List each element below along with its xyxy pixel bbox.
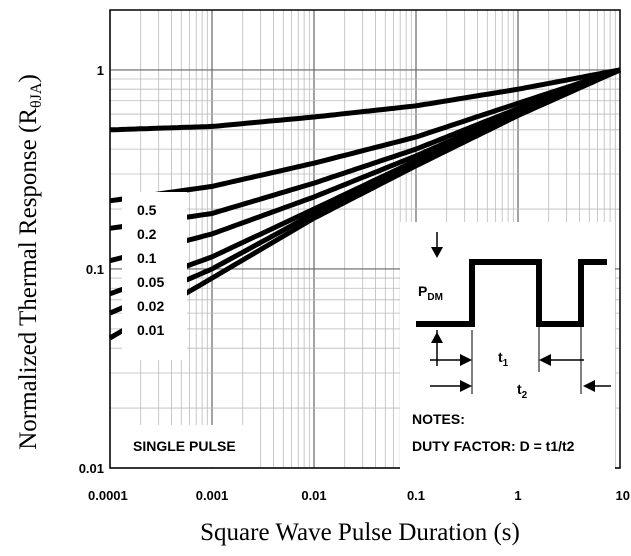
x-tick-label: 0.01 [301,488,326,503]
y-tick-label: 1 [97,63,104,78]
pdm-arrow-icon [431,247,443,258]
y-axis-title: Normalized Thermal Response (RθJA) [15,74,45,450]
t2-label: t2 [517,381,528,401]
x-axis-title: Square Wave Pulse Duration (s) [200,519,520,546]
legend-label: 0.1 [137,250,157,266]
duty-legend: 0.5 0.2 0.1 0.05 0.02 0.01 [137,202,164,338]
legend-box [122,192,187,360]
curve-series [108,67,622,341]
legend-label: 0.02 [137,298,164,314]
x-tick-label: 0.1 [407,488,425,503]
duty-factor-inset: PDM t1 t2 NOTES: DUTY FACTOR: D = t1/t2 [400,222,615,470]
legend-label: 0.05 [137,274,164,290]
x-tick-label: 10 [616,488,630,503]
legend-label: 0.5 [137,202,157,218]
notes-formula: DUTY FACTOR: D = t1/t2 [412,438,575,454]
plot-frame [109,9,621,469]
legend-label: 0.2 [137,226,157,242]
notes-title: NOTES: [412,411,465,427]
t1-label: t1 [498,349,509,369]
x-tick-labels: 0.0001 0.001 0.01 0.1 1 10 [88,488,630,503]
t1-left-arrow-icon [539,354,551,366]
single-pulse-label: SINGLE PULSE [133,438,236,454]
y-tick-labels: 0.01 0.1 1 [79,63,104,476]
t2-left-arrow-icon [583,380,595,392]
curve-0-5 [109,67,621,133]
single-pulse-box [122,425,252,467]
y-tick-label: 0.01 [79,461,104,476]
pdm-label: PDM [418,283,443,303]
curve-0-2 [109,67,621,204]
y-tick-label: 0.1 [86,262,104,277]
x-tick-label: 1 [514,488,521,503]
x-tick-label: 0.001 [196,488,229,503]
curve-single-pulse [108,67,622,341]
legend-label: 0.01 [137,322,164,338]
t1-right-arrow-icon [460,354,472,366]
pulse-waveform [416,259,607,327]
t2-right-arrow-icon [460,380,472,392]
pdm-up-arrow-icon [431,332,443,343]
x-tick-label: 0.0001 [88,488,128,503]
